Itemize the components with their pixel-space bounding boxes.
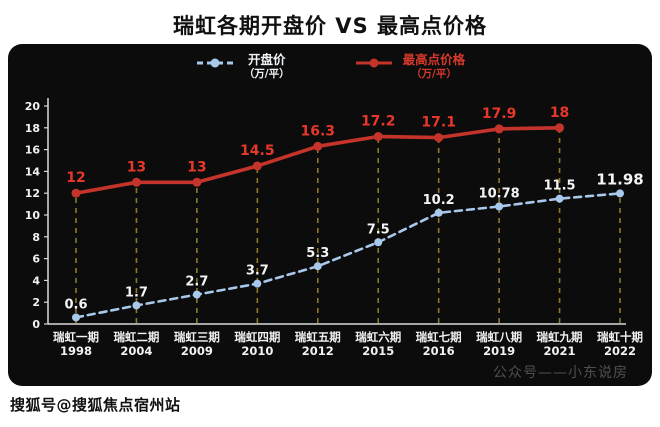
svg-text:1.7: 1.7 [125,285,148,300]
svg-text:1998: 1998 [60,344,92,358]
svg-text:0.6: 0.6 [64,297,87,312]
svg-text:8: 8 [32,231,40,244]
svg-text:11.98: 11.98 [596,170,643,188]
svg-text:0: 0 [32,318,40,331]
svg-text:17.2: 17.2 [361,114,396,130]
svg-text:瑞虹七期: 瑞虹七期 [416,330,462,344]
svg-text:2016: 2016 [423,344,455,358]
svg-text:2012: 2012 [302,344,334,358]
svg-text:瑞虹八期: 瑞虹八期 [476,330,522,344]
legend-item-highest-price: 最高点价格 （万/平） [354,52,466,82]
svg-text:18: 18 [25,122,40,135]
svg-text:13: 13 [187,159,206,175]
svg-text:瑞虹五期: 瑞虹五期 [295,330,341,344]
chart-title: 瑞虹各期开盘价 VS 最高点价格 [173,14,487,38]
chart-legend: 开盘价 （万/平） 最高点价格 （万/平） [8,52,652,82]
svg-text:10.78: 10.78 [479,186,520,201]
svg-text:17.1: 17.1 [421,115,456,131]
svg-text:2015: 2015 [362,344,394,358]
svg-text:瑞虹四期: 瑞虹四期 [234,330,280,344]
svg-text:瑞虹六期: 瑞虹六期 [355,330,401,344]
svg-text:12: 12 [66,170,85,186]
opening-price-line-dot-icon [195,54,235,73]
svg-text:2021: 2021 [544,344,576,358]
svg-text:16: 16 [25,144,41,157]
svg-text:18: 18 [550,105,569,121]
svg-text:11.5: 11.5 [544,179,576,194]
svg-text:瑞虹二期: 瑞虹二期 [113,330,159,344]
svg-text:14: 14 [25,165,41,178]
inner-watermark: 公众号——小东说房 [493,365,628,381]
svg-text:16.3: 16.3 [301,123,336,139]
svg-text:20: 20 [25,100,41,113]
svg-text:2019: 2019 [483,344,515,358]
svg-text:4: 4 [32,274,40,287]
svg-text:2010: 2010 [241,344,273,358]
svg-text:2004: 2004 [120,344,152,358]
chart-panel: 开盘价 （万/平） 最高点价格 （万/平） 0 2 4 6 8 10 12 14 16 18 20 0… [8,44,652,386]
svg-text:瑞虹三期: 瑞虹三期 [174,330,220,344]
svg-text:2.7: 2.7 [185,275,208,290]
highest-price-line-dot-icon [354,54,394,73]
svg-text:10: 10 [25,209,41,222]
legend-label-highest-price: 最高点价格 [402,52,466,67]
svg-text:13: 13 [127,159,146,175]
svg-text:3.7: 3.7 [246,264,269,279]
svg-text:瑞虹九期: 瑞虹九期 [537,330,583,344]
legend-unit-highest-price: （万/平） [410,68,457,81]
svg-text:瑞虹十期: 瑞虹十期 [597,330,643,344]
svg-text:2022: 2022 [604,344,636,358]
svg-text:7.5: 7.5 [367,222,390,237]
legend-unit-opening-price: （万/平） [243,68,290,81]
svg-text:2009: 2009 [181,344,213,358]
svg-text:瑞虹一期: 瑞虹一期 [53,330,99,344]
svg-text:10.2: 10.2 [423,193,455,208]
svg-text:12: 12 [25,187,40,200]
footer-watermark: 搜狐号@搜狐焦点宿州站 [10,396,181,414]
legend-label-opening-price: 开盘价 [247,52,286,67]
legend-item-opening-price: 开盘价 （万/平） [195,52,290,82]
svg-text:14.5: 14.5 [240,143,275,159]
svg-text:6: 6 [32,253,40,266]
svg-text:17.9: 17.9 [482,106,517,122]
svg-text:2: 2 [32,296,40,309]
line-chart: 0 2 4 6 8 10 12 14 16 18 20 0.6 1.7 2.7 3.7 5.3 7.5 10.2 1… [25,98,644,358]
svg-text:5.3: 5.3 [306,246,329,261]
